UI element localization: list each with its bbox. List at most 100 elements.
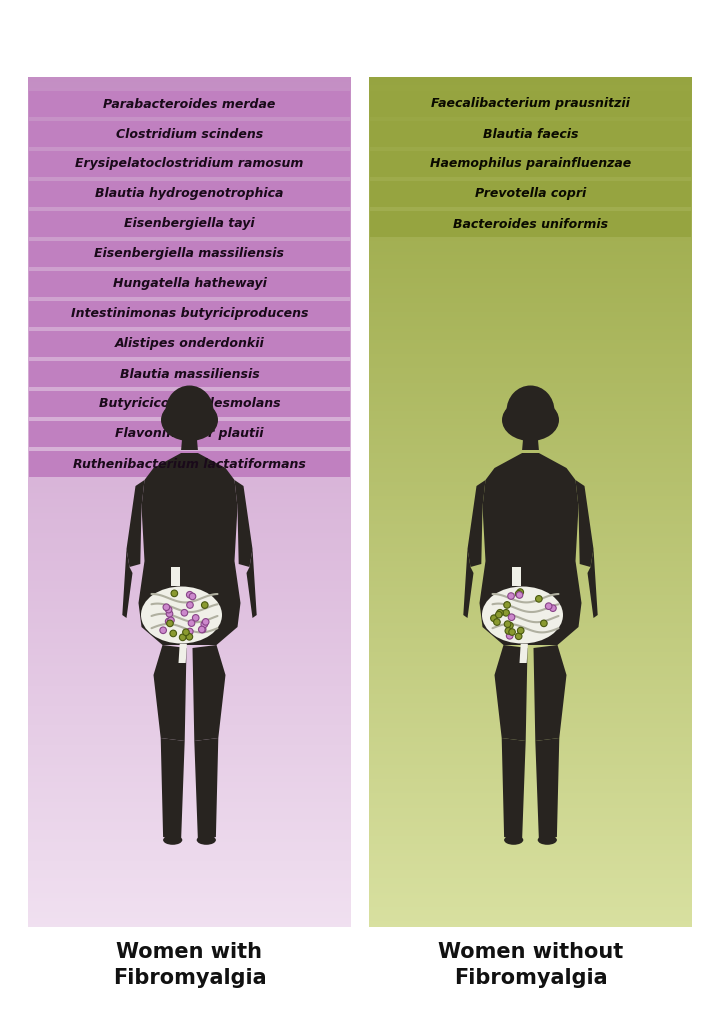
Bar xyxy=(369,309,692,312)
Bar xyxy=(29,301,350,327)
Bar xyxy=(28,433,351,436)
Bar xyxy=(29,91,350,117)
Bar xyxy=(369,280,692,283)
Bar xyxy=(369,246,692,250)
Bar xyxy=(369,626,692,630)
Bar xyxy=(28,419,351,423)
Bar xyxy=(369,79,692,82)
Text: Prevotella copri: Prevotella copri xyxy=(475,188,586,200)
Bar xyxy=(369,255,692,259)
Bar xyxy=(369,725,692,729)
Bar xyxy=(369,731,692,734)
Bar xyxy=(369,530,692,533)
Ellipse shape xyxy=(192,614,199,621)
Bar xyxy=(28,544,351,547)
Bar xyxy=(369,510,692,514)
Bar xyxy=(28,796,351,799)
Bar xyxy=(369,451,692,454)
Bar xyxy=(28,535,351,539)
Bar xyxy=(369,593,692,596)
Bar xyxy=(28,736,351,740)
Bar xyxy=(369,459,692,462)
Bar xyxy=(369,198,692,201)
Polygon shape xyxy=(122,549,132,618)
Bar xyxy=(369,357,692,360)
Bar xyxy=(28,501,351,505)
Bar xyxy=(28,320,351,324)
Bar xyxy=(369,150,692,153)
Bar xyxy=(28,870,351,873)
Bar xyxy=(28,816,351,820)
Bar xyxy=(369,918,692,921)
Ellipse shape xyxy=(188,620,195,626)
Bar xyxy=(369,663,692,667)
Bar xyxy=(29,421,350,447)
Bar xyxy=(28,512,351,517)
Bar xyxy=(369,218,692,222)
Bar xyxy=(28,507,351,510)
Ellipse shape xyxy=(508,593,514,600)
Bar xyxy=(369,762,692,765)
Bar xyxy=(28,899,351,902)
Bar xyxy=(28,337,351,341)
Bar xyxy=(369,714,692,717)
Bar xyxy=(28,464,351,468)
Bar xyxy=(369,456,692,459)
Bar xyxy=(28,714,351,717)
Bar xyxy=(28,309,351,312)
Bar xyxy=(28,456,351,459)
Bar xyxy=(28,428,351,431)
Bar xyxy=(28,224,351,227)
Polygon shape xyxy=(463,549,474,618)
Ellipse shape xyxy=(549,605,557,611)
Bar xyxy=(369,366,692,369)
Ellipse shape xyxy=(494,618,500,625)
Bar xyxy=(28,306,351,309)
Ellipse shape xyxy=(517,588,523,596)
Polygon shape xyxy=(520,644,528,663)
Bar xyxy=(369,363,692,366)
Ellipse shape xyxy=(545,603,552,609)
Bar xyxy=(369,348,692,352)
Bar xyxy=(369,638,692,641)
Bar xyxy=(369,504,692,507)
Bar xyxy=(28,269,351,272)
Bar xyxy=(369,311,692,315)
Bar xyxy=(28,204,351,207)
Bar xyxy=(369,425,692,428)
Bar xyxy=(369,335,692,338)
Bar xyxy=(28,807,351,811)
Bar xyxy=(28,76,351,80)
Bar xyxy=(28,97,351,100)
Bar xyxy=(369,564,692,567)
Bar xyxy=(369,88,692,91)
Bar xyxy=(28,734,351,737)
Bar xyxy=(28,841,351,845)
Bar xyxy=(369,892,692,896)
Bar xyxy=(369,488,692,491)
Ellipse shape xyxy=(166,385,214,436)
Polygon shape xyxy=(534,645,567,741)
Bar xyxy=(28,391,351,394)
Bar xyxy=(369,711,692,715)
Bar xyxy=(369,153,692,156)
Bar xyxy=(369,485,692,488)
Bar xyxy=(28,122,351,125)
Bar xyxy=(28,887,351,890)
Bar xyxy=(28,451,351,454)
Bar xyxy=(369,445,692,448)
Polygon shape xyxy=(495,645,528,741)
Bar xyxy=(369,870,692,873)
Polygon shape xyxy=(192,645,225,741)
Bar xyxy=(369,470,692,473)
Bar xyxy=(28,626,351,630)
Text: Alistipes onderdonkii: Alistipes onderdonkii xyxy=(114,338,264,350)
Bar xyxy=(28,363,351,366)
Polygon shape xyxy=(502,738,526,840)
Bar xyxy=(369,408,692,412)
Bar xyxy=(28,546,351,550)
Bar xyxy=(28,762,351,765)
Bar xyxy=(369,264,692,267)
Bar xyxy=(28,754,351,757)
Bar xyxy=(369,195,692,199)
